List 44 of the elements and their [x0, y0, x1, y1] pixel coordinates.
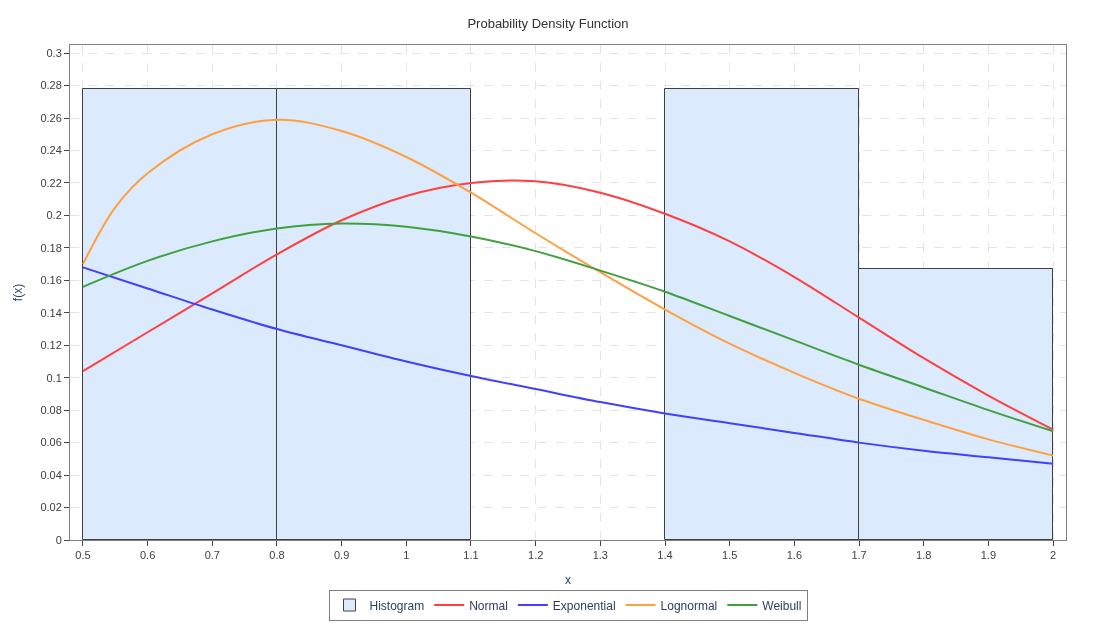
legend-label: Weibull	[762, 598, 802, 613]
x-tick-label: 1.5	[722, 549, 738, 562]
y-tick-label: 0.06	[40, 436, 62, 449]
x-tick-label: 1.9	[980, 549, 997, 562]
line-series	[81, 118, 1055, 457]
x-tick-label: 1.3	[592, 549, 608, 562]
y-tick-label: 0.2	[46, 209, 62, 222]
x-tick-label: 1.8	[916, 549, 932, 562]
y-tick-label: 0.28	[40, 79, 62, 92]
x-tick-label: 1.1	[463, 549, 479, 562]
y-tick-label: 0.12	[40, 339, 62, 352]
x-tick-label: 0.7	[204, 549, 220, 562]
y-tick-label: 0.18	[40, 241, 62, 254]
x-tick-label: 1.4	[657, 549, 673, 562]
x-tick-label: 1.7	[851, 549, 867, 562]
y-tick-label: 0.26	[40, 111, 62, 124]
x-tick-label: 2	[1050, 549, 1057, 562]
chart-title: Probability Density Function	[467, 16, 629, 32]
x-tick-label: 0.6	[139, 549, 156, 562]
y-tick-label: 0.08	[40, 404, 62, 417]
y-tick-label: 0.1	[46, 371, 62, 384]
x-tick-label: 1	[403, 549, 410, 562]
y-tick-label: 0.3	[46, 46, 62, 59]
x-tick-label: 1.2	[528, 549, 544, 562]
legend-label: Normal	[469, 598, 508, 613]
legend-label: Lognormal	[660, 598, 718, 613]
y-tick-label: 0.22	[40, 176, 62, 189]
x-axis-title: x	[565, 573, 571, 588]
x-tick-label: 0.5	[75, 549, 91, 562]
y-tick-label: 0	[55, 533, 62, 546]
line-series	[81, 179, 1055, 431]
legend-label: Histogram	[369, 598, 425, 613]
y-tick-label: 0.04	[40, 468, 62, 481]
y-tick-label: 0.14	[40, 306, 62, 319]
line-series	[81, 222, 1055, 433]
x-tick-label: 0.9	[333, 549, 350, 562]
line-series	[81, 266, 1055, 465]
x-tick-label: 1.6	[786, 549, 803, 562]
y-tick-label: 0.24	[40, 144, 62, 157]
legend-label: Exponential	[552, 598, 616, 613]
x-tick-label: 0.8	[269, 549, 285, 562]
y-axis-title: f(x)	[10, 283, 25, 302]
y-tick-label: 0.02	[40, 501, 62, 514]
y-tick-label: 0.16	[40, 274, 62, 287]
